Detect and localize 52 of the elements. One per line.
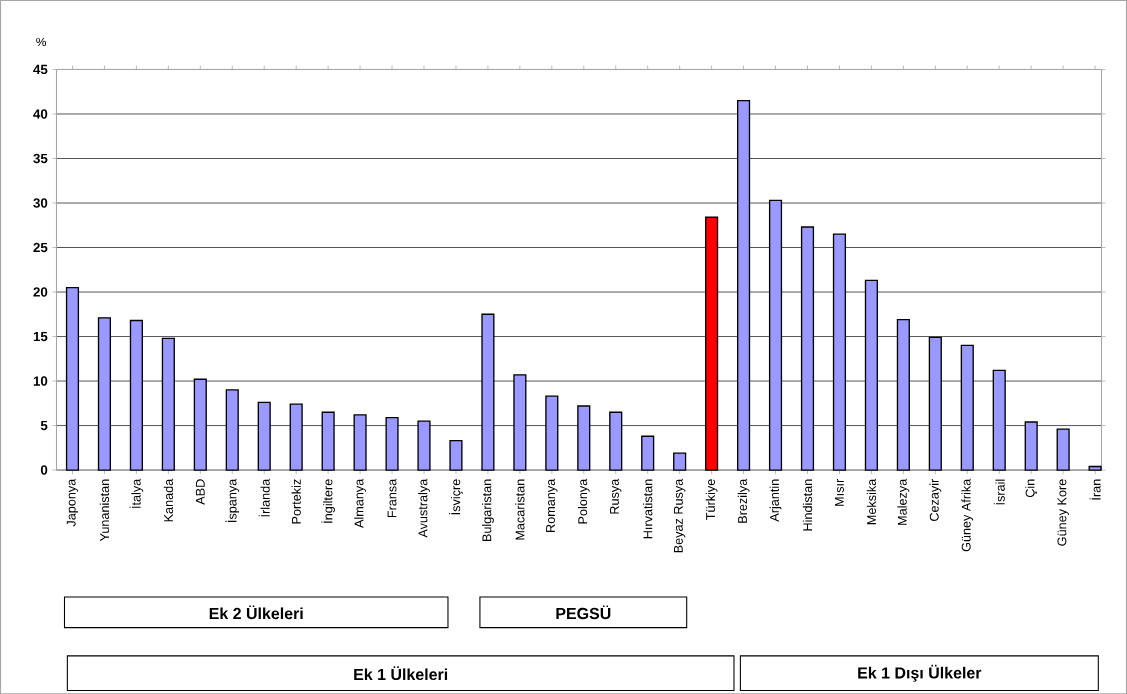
x-tick-label: Güney Afrika bbox=[961, 478, 974, 552]
x-tick-label: Arjantin bbox=[769, 479, 782, 522]
x-tick-label: Çin bbox=[1025, 479, 1038, 497]
x-tick-label: Güney Kore bbox=[1057, 479, 1069, 546]
x-tick-label: Kanada bbox=[163, 478, 173, 522]
y-tick-label: 15 bbox=[33, 331, 48, 341]
x-tick-label: Avustralya bbox=[418, 478, 430, 538]
y-tick-label: 30 bbox=[33, 198, 48, 208]
x-tick-label: Yunanistan bbox=[99, 479, 110, 541]
x-tick-label: Bulgaristan bbox=[482, 479, 494, 541]
x-tick-label: Rusya bbox=[610, 478, 622, 514]
text: Ek 2 Ülkeleri bbox=[209, 605, 303, 619]
x-tick-label: Cezayir bbox=[929, 478, 942, 521]
x-tick-label: İsrail bbox=[993, 479, 1005, 505]
x-tick-label: Japonya bbox=[66, 478, 79, 527]
y-tick-label: 25 bbox=[33, 242, 48, 253]
x-tick-label: ABD bbox=[195, 479, 205, 505]
x-tick-label: Mısır bbox=[835, 478, 844, 506]
x-tick-label: İran bbox=[1089, 479, 1101, 500]
x-tick-label: Romanya bbox=[546, 478, 558, 532]
x-tick-label: Portekiz bbox=[291, 479, 301, 524]
x-tick-label: İrlanda bbox=[258, 478, 270, 517]
x-tick-label: İtalya bbox=[129, 478, 144, 508]
bar bbox=[641, 435, 655, 471]
y-tick-label: 10 bbox=[33, 376, 48, 386]
x-tick-label: İsviçre bbox=[449, 479, 463, 514]
y-tick-label: 20 bbox=[33, 287, 48, 297]
text: Ek 1 Dışı Ülkeler bbox=[858, 664, 982, 682]
y-tick-label: 40 bbox=[33, 109, 48, 119]
x-tick-label: Fransa bbox=[387, 478, 397, 517]
y-tick-label: 5 bbox=[40, 420, 48, 431]
bar bbox=[449, 439, 463, 471]
x-tick-label: Türkiye bbox=[705, 479, 718, 520]
x-tick-label: İspanya bbox=[225, 478, 240, 522]
y-tick-label: 0 bbox=[40, 465, 48, 475]
bar bbox=[673, 452, 687, 471]
x-tick-label: Brezilya bbox=[737, 478, 750, 523]
text: PEGSÜ bbox=[556, 605, 611, 619]
x-tick-label: İngiltere bbox=[321, 479, 335, 523]
x-tick-label: Macaristan bbox=[515, 479, 525, 540]
y-axis-title: % bbox=[36, 37, 47, 46]
x-tick-label: Hırvatistan bbox=[643, 479, 653, 539]
y-tick-label: 45 bbox=[33, 64, 48, 74]
text: Ek 1 Ülkeleri bbox=[354, 666, 448, 680]
x-tick-label: Hindistan bbox=[802, 479, 813, 531]
x-tick-label: Beyaz Rusya bbox=[673, 478, 686, 553]
bar bbox=[1056, 428, 1070, 471]
x-tick-label: Almanya bbox=[354, 478, 366, 528]
x-tick-label: Polonya bbox=[577, 478, 590, 524]
x-tick-label: Malezya bbox=[897, 478, 910, 525]
y-tick-label: 35 bbox=[33, 153, 48, 164]
x-tick-label: Meksika bbox=[866, 478, 877, 524]
